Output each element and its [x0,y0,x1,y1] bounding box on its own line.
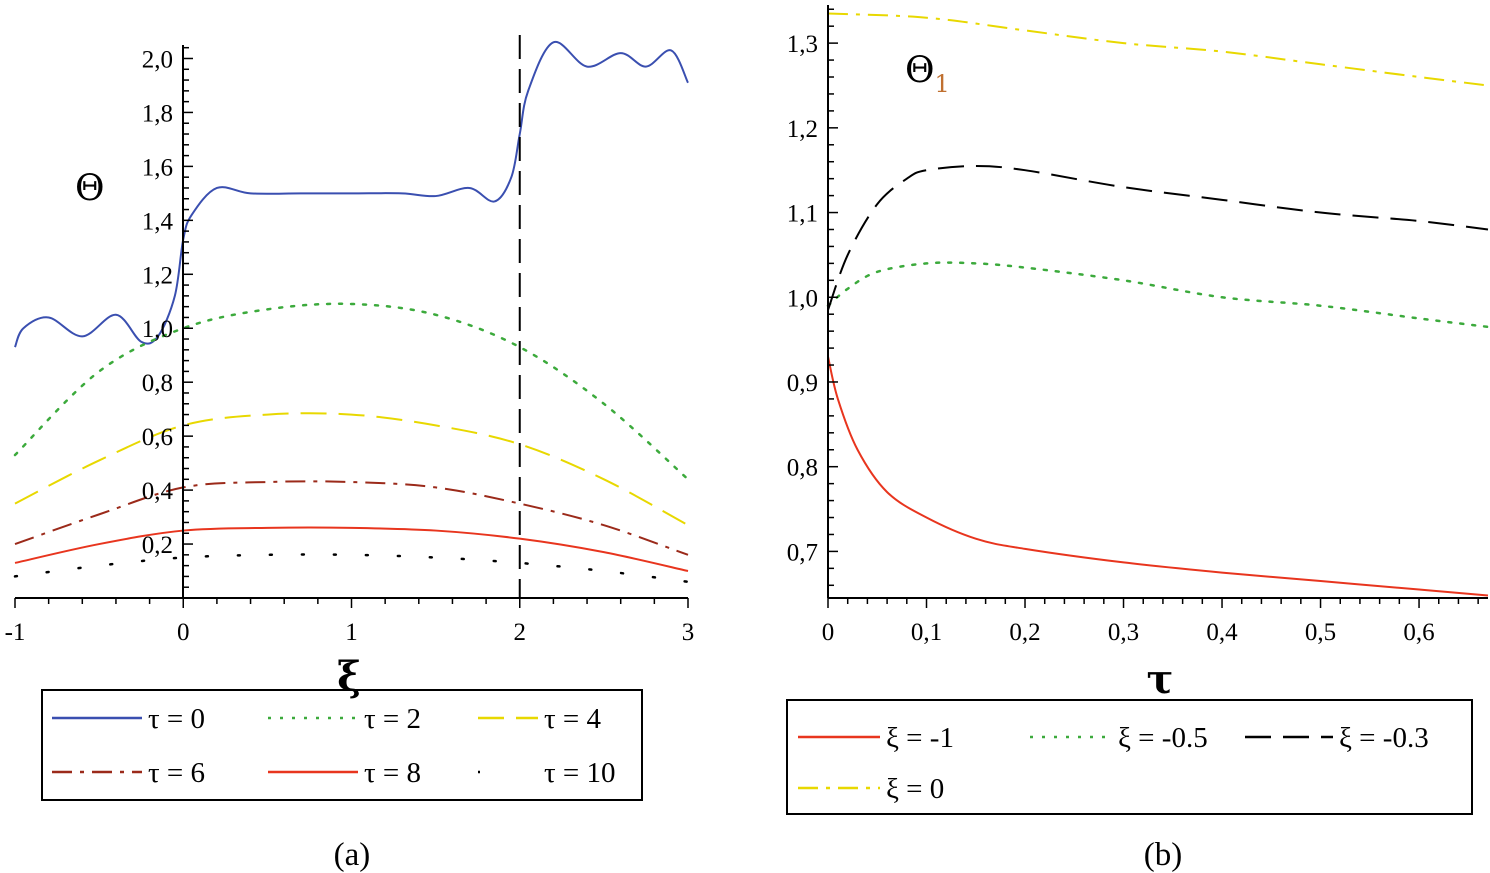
series-line-1 [13,302,690,481]
panel-a-chart: -1 0 1 2 3 0,2 0,4 0,6 0,8 1,0 1,2 1,4 1,6 1,8 2,0 Θ ξ… [5,35,695,873]
x-tick-label: 1 [345,619,358,646]
legend-label: τ = 8 [364,757,421,789]
panel-b-marks [826,12,1490,597]
panel-b-chart: 0 0,1 0,2 0,3 0,4 0,5 0,6 0,7 0,8 0,9 1,0 1,1 1,2 1,3… [786,5,1490,873]
y-tick-label: 0,9 [787,370,818,397]
panel-b-y-axis-label: Θ1 [905,50,950,98]
x-tick-label: 0,5 [1305,619,1336,646]
series-line-1 [826,261,1490,329]
panel-b-y-label-main: Θ [905,50,935,91]
panel-b-y-label-subscript: 1 [935,70,950,98]
y-tick-label: 2,0 [142,46,173,73]
series-line-2 [14,412,689,527]
y-tick-label: 0,4 [142,478,174,505]
panel-b-caption: (b) [1144,837,1182,873]
legend-label: ξ = -0.3 [1339,722,1429,754]
y-tick-label: 1,6 [142,154,173,181]
legend-label: τ = 6 [148,757,205,789]
series-line-0 [14,41,689,348]
x-tick-label: 0 [822,619,835,646]
x-tick-label: 2 [514,619,527,646]
y-tick-label: 0,6 [142,424,173,451]
y-tick-label: 1,1 [787,201,818,228]
x-tick-label: 0 [177,619,190,646]
legend-label: τ = 0 [148,703,205,735]
y-tick-label: 0,8 [142,370,173,397]
legend-label: ξ = 0 [886,773,944,805]
panel-b-legend: ξ = -1 ξ = -0.5 ξ = -0.3 ξ = 0 [786,699,1473,815]
panel-a-y-axis-label: Θ [75,168,105,209]
y-tick-label: 1,8 [142,100,173,127]
legend-label: τ = 2 [364,703,421,735]
x-tick-label: 0,2 [1009,619,1040,646]
y-tick-label: 0,8 [787,455,818,482]
x-tick-label: 0,6 [1403,619,1434,646]
legend-label: τ = 4 [544,703,602,735]
series-line-2 [827,164,1489,311]
y-tick-label: 1,0 [142,316,173,343]
legend-label: τ = 10 [544,757,616,789]
panel-a-marks [13,41,690,584]
y-tick-label: 1,4 [142,208,174,235]
panel-a-axes: -1 0 1 2 3 0,2 0,4 0,6 0,8 1,0 1,2 1,4 1,6 1,8 2,0 [5,35,695,646]
panel-b-x-axis-label: τ [1147,656,1174,703]
panel-a-caption: (a) [334,837,371,873]
series-line-3 [827,12,1489,87]
x-tick-label: 0,3 [1108,619,1139,646]
x-tick-label: 3 [682,619,695,646]
panel-a-x-axis-label: ξ [337,653,361,700]
series-line-0 [827,356,1489,597]
panel-a-legend: τ = 0 τ = 2 τ = 4 τ = 6 τ = 8 τ = 10 [41,689,643,801]
x-tick-label: 0,1 [911,619,942,646]
y-tick-label: 0,7 [787,539,818,566]
y-tick-label: 1,0 [787,285,818,312]
y-tick-label: 1,3 [787,31,818,58]
x-tick-label: -1 [5,619,26,646]
legend-label: ξ = -0.5 [1118,722,1208,754]
series-line-3 [14,480,689,556]
series-line-5 [13,553,690,584]
series-line-4 [14,526,689,572]
x-tick-label: 0,4 [1206,619,1238,646]
y-tick-label: 0,2 [142,532,173,559]
y-tick-label: 1,2 [142,262,173,289]
panel-b-axes: 0 0,1 0,2 0,3 0,4 0,5 0,6 0,7 0,8 0,9 1,0 1,1 1,2 1,3 [787,5,1488,646]
legend-label: ξ = -1 [886,722,954,754]
y-tick-label: 1,2 [787,116,818,143]
